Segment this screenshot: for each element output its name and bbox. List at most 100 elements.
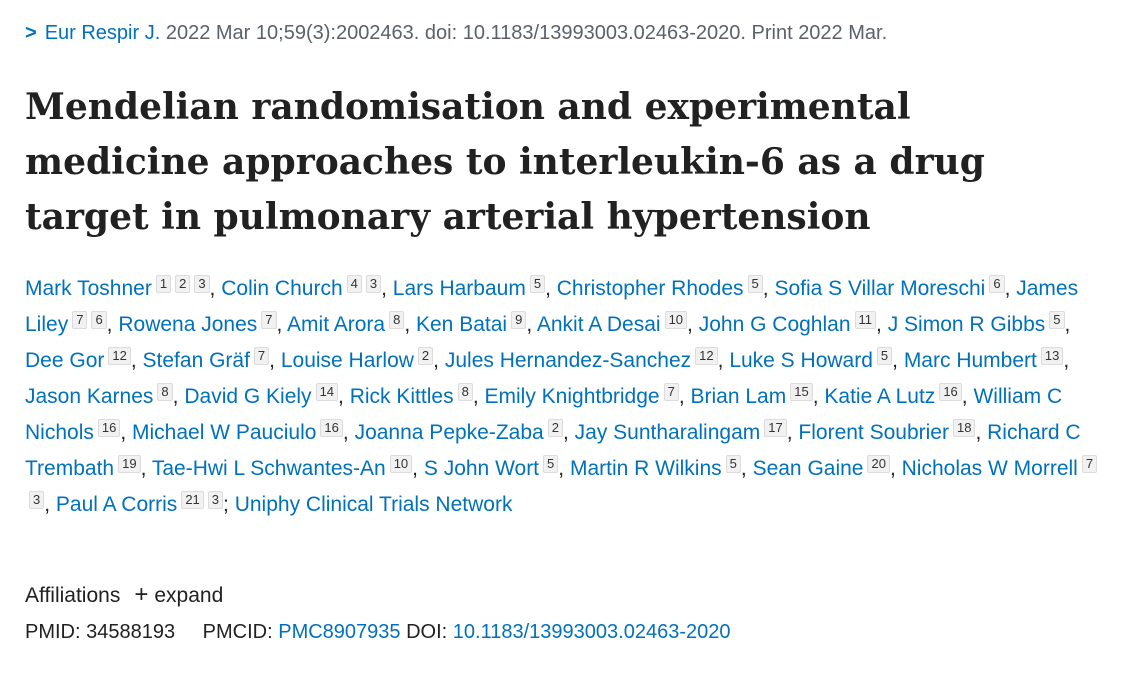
affiliation-ref[interactable]: 8 [389, 311, 405, 329]
affiliation-ref[interactable]: 18 [952, 419, 976, 437]
separator: , [545, 277, 551, 300]
author-link[interactable]: Marc Humbert [903, 349, 1037, 372]
author-link[interactable]: Michael W Pauciulo [132, 421, 317, 444]
author-link[interactable]: William C Nichols [25, 385, 1063, 444]
author-link[interactable]: John G Coghlan [698, 313, 851, 336]
separator: , [687, 313, 693, 336]
author-link[interactable]: David G Kiely [184, 385, 312, 408]
affiliation-ref[interactable]: 19 [118, 455, 141, 473]
affiliation-ref[interactable]: 5 [876, 347, 893, 365]
author-link[interactable]: Paul A Corris [55, 493, 178, 516]
author-link[interactable]: James Liley [25, 277, 1079, 336]
affiliation-ref[interactable]: 3 [207, 491, 224, 509]
doi-link[interactable]: 10.1183/13993003.02463-2020 [452, 621, 731, 643]
author-link[interactable]: Richard C Trembath [25, 421, 1081, 480]
affiliation-ref[interactable]: 17 [764, 419, 787, 437]
author-link[interactable]: Dee Gor [25, 349, 105, 372]
affiliation-ref[interactable]: 20 [867, 455, 890, 473]
affiliation-ref[interactable]: 16 [97, 419, 121, 437]
separator: , [209, 277, 216, 300]
affiliation-ref[interactable]: 3 [194, 275, 210, 293]
affiliation-ref[interactable]: 2 [547, 419, 563, 437]
author-link[interactable]: Martin R Wilkins [569, 457, 722, 480]
separator: , [526, 313, 533, 336]
author-link[interactable]: S John Wort [423, 457, 540, 480]
affiliation-ref[interactable]: 2 [175, 275, 191, 293]
affiliation-ref[interactable]: 1 [155, 275, 172, 293]
author-link[interactable]: Ken Batai [416, 313, 508, 336]
separator: , [678, 385, 685, 408]
affiliation-ref[interactable]: 3 [29, 491, 45, 509]
author-link[interactable]: Sofia S Villar Moreschi [774, 277, 986, 300]
affiliation-ref[interactable]: 16 [939, 383, 962, 401]
affiliation-ref[interactable]: 7 [663, 383, 679, 401]
author-link[interactable]: Brian Lam [690, 385, 787, 408]
affiliation-ref[interactable]: 13 [1040, 347, 1064, 365]
affiliation-ref[interactable]: 3 [365, 275, 382, 293]
separator: , [412, 457, 419, 480]
pmid: 34588193 [86, 621, 176, 643]
affiliation-ref[interactable]: 7 [261, 311, 277, 329]
author-link[interactable]: Mark Toshner [25, 277, 152, 300]
affiliation-ref[interactable]: 12 [695, 347, 718, 365]
affiliation-ref[interactable]: 5 [725, 455, 741, 473]
author-link[interactable]: Rowena Jones [118, 313, 258, 336]
author-link[interactable]: Louise Harlow [280, 349, 414, 372]
author-link[interactable]: Stefan Gräf [142, 349, 250, 372]
author-link[interactable]: Luke S Howard [729, 349, 873, 372]
author-link[interactable]: Jules Hernandez-Sanchez [444, 349, 692, 372]
author-link[interactable]: Lars Harbaum [392, 277, 526, 300]
affiliation-ref[interactable]: 8 [157, 383, 173, 401]
author-link[interactable]: Christopher Rhodes [556, 277, 744, 300]
journal-link[interactable]: Eur Respir J. [44, 22, 161, 44]
author-link[interactable]: Joanna Pepke-Zaba [354, 421, 544, 444]
affiliation-ref[interactable]: 4 [346, 275, 362, 293]
separator: , [342, 421, 349, 444]
pmcid-link[interactable]: PMC8907935 [278, 621, 401, 643]
affiliation-ref[interactable]: 7 [253, 347, 270, 365]
separator: , [889, 457, 896, 480]
author-link[interactable]: Nicholas W Morrell [901, 457, 1078, 480]
affiliation-ref[interactable]: 7 [1081, 455, 1098, 473]
affiliation-ref[interactable]: 21 [181, 491, 204, 509]
separator: , [276, 313, 283, 336]
affiliation-ref[interactable]: 5 [543, 455, 559, 473]
author-link[interactable]: Sean Gaine [752, 457, 864, 480]
author-link[interactable]: Jason Karnes [25, 385, 154, 408]
author-link[interactable]: Emily Knightbridge [484, 385, 660, 408]
author-link[interactable]: Ankit A Desai [536, 313, 661, 336]
affiliation-ref[interactable]: 5 [529, 275, 546, 293]
author-link[interactable]: J Simon R Gibbs [887, 313, 1046, 336]
separator: , [1064, 313, 1071, 336]
separator: , [106, 313, 113, 336]
affiliation-ref[interactable]: 7 [72, 311, 88, 329]
affiliation-ref[interactable]: 8 [457, 383, 473, 401]
affiliation-ref[interactable]: 10 [389, 455, 413, 473]
affiliation-ref[interactable]: 6 [989, 275, 1005, 293]
affiliation-ref[interactable]: 10 [664, 311, 688, 329]
author-link[interactable]: Colin Church [221, 277, 343, 300]
separator: ; [223, 493, 229, 516]
author-link[interactable]: Amit Arora [287, 313, 386, 336]
author-link[interactable]: Tae-Hwi L Schwantes-An [151, 457, 386, 480]
chevron-icon: > [25, 22, 37, 44]
affiliation-ref[interactable]: 9 [511, 311, 527, 329]
affiliations-toggle[interactable]: Affiliations + expand [25, 581, 223, 609]
affiliation-ref[interactable]: 14 [315, 383, 339, 401]
author-link[interactable]: Jay Suntharalingam [574, 421, 761, 444]
affiliation-ref[interactable]: 15 [790, 383, 813, 401]
affiliation-ref[interactable]: 16 [320, 419, 343, 437]
affiliation-ref[interactable]: 2 [417, 347, 434, 365]
separator: , [975, 421, 982, 444]
group-author-link[interactable]: Uniphy Clinical Trials Network [234, 493, 513, 516]
affiliation-ref[interactable]: 5 [747, 275, 763, 293]
affiliation-ref[interactable]: 5 [1049, 311, 1065, 329]
affiliation-ref[interactable]: 12 [108, 347, 131, 365]
author-link[interactable]: Rick Kittles [349, 385, 454, 408]
separator: , [786, 421, 793, 444]
author-link[interactable]: Katie A Lutz [824, 385, 936, 408]
affiliation-ref[interactable]: 11 [854, 311, 877, 329]
author-link[interactable]: Florent Soubrier [798, 421, 949, 444]
affiliation-ref[interactable]: 6 [91, 311, 107, 329]
